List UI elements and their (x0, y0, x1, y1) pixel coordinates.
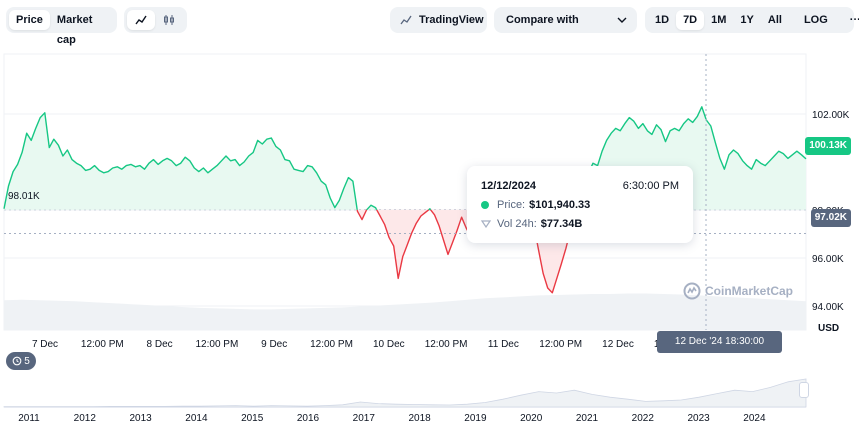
x-tick-label: 10 Dec (373, 339, 405, 350)
watermark: CoinMarketCap (683, 282, 793, 300)
range-7d[interactable]: 7D (676, 10, 705, 30)
chevron-down-icon (617, 17, 627, 23)
chart-style-toggle (124, 7, 187, 33)
navigator-drag-handle[interactable] (799, 382, 809, 398)
volume-icon (481, 220, 491, 228)
y-tick-label: 94.00K (812, 302, 844, 313)
tradingview-label: TradingView (419, 14, 484, 26)
navigator-year-label: 2018 (408, 413, 431, 424)
current-price-tag: 100.13K (805, 137, 851, 155)
tab-price[interactable]: Price (9, 10, 50, 30)
tooltip-price-row: Price: $101,940.33 (481, 199, 590, 211)
x-tick-label: 11 Dec (488, 339, 519, 350)
price-tooltip: 12/12/2024 6:30:00 PM Price: $101,940.33… (467, 166, 693, 243)
volume-area (4, 293, 806, 330)
navigator-year-label: 2019 (464, 413, 487, 424)
price-area-down (376, 209, 429, 279)
tooltip-vol-value: $77.34B (540, 218, 583, 230)
navigator-year-label: 2020 (520, 413, 543, 424)
range-all[interactable]: All (767, 14, 782, 26)
x-tick-label: 12:00 PM (81, 339, 124, 350)
tooltip-date: 12/12/2024 (481, 180, 537, 192)
chart-toolbar: Price Market cap TradingView Compare wit… (0, 0, 859, 46)
hover-time-tag: 12 Dec '24 18:30:00 (657, 331, 782, 353)
navigator-year-label: 2012 (74, 413, 97, 424)
range-1d[interactable]: 1D (655, 14, 670, 26)
price-line-down (376, 209, 430, 280)
price-line-up (579, 106, 807, 210)
price-dot-icon (481, 201, 489, 209)
navigator-year-label: 2022 (632, 413, 655, 424)
indicator-badge[interactable]: 5 (6, 352, 36, 370)
chart-type-tabs: Price Market cap (6, 7, 117, 46)
tradingview-button[interactable]: TradingView (390, 7, 487, 33)
log-toggle[interactable]: LOG (803, 14, 828, 26)
tooltip-vol-label: Vol 24h: (497, 218, 537, 230)
range-1m[interactable]: 1M (711, 14, 727, 26)
navigator-area (3, 378, 807, 408)
compare-with-select[interactable]: Compare with (494, 7, 637, 33)
price-area-up (4, 112, 358, 210)
navigator-year-label: 2013 (129, 413, 152, 424)
price-area-up (366, 205, 377, 210)
tooltip-price-value: $101,940.33 (529, 199, 591, 211)
navigator-year-label: 2014 (185, 413, 208, 424)
price-line-up (428, 208, 432, 211)
tab-market-cap[interactable]: Market cap (56, 14, 93, 46)
x-tick-label: 12:00 PM (195, 339, 238, 350)
tooltip-time: 6:30:00 PM (622, 180, 679, 192)
currency-label: USD (818, 323, 839, 334)
navigator-year-label: 2023 (687, 413, 710, 424)
more-options-button[interactable]: ··· (849, 14, 859, 26)
navigator-year-label: 2016 (297, 413, 320, 424)
coinmarketcap-logo-icon (683, 282, 701, 300)
navigator-year-label: 2017 (353, 413, 376, 424)
line-chart-icon[interactable] (127, 10, 155, 30)
tooltip-volume-row: Vol 24h: $77.34B (481, 218, 582, 230)
navigator-year-label: 2015 (241, 413, 264, 424)
x-tick-label: 12:00 PM (539, 339, 582, 350)
baseline-label: 98.01K (8, 191, 40, 202)
x-tick-label: 12:00 PM (310, 339, 353, 350)
navigator-year-label: 2024 (743, 413, 766, 424)
y-tick-label: 102.00K (812, 110, 850, 121)
hover-price-tag: 97.02K (810, 209, 851, 227)
compare-label: Compare with (506, 14, 579, 26)
range-selector: 1D 7D 1M 1Y All LOG ··· (645, 7, 859, 33)
navigator-year-label: 2011 (18, 413, 40, 424)
trend-icon (400, 15, 412, 25)
x-tick-label: 12 Dec (602, 339, 634, 350)
price-line-up (366, 204, 378, 211)
watermark-text: CoinMarketCap (705, 284, 794, 298)
tooltip-price-label: Price: (497, 199, 526, 211)
y-tick-label: 96.00K (812, 254, 844, 265)
x-tick-label: 7 Dec (32, 339, 58, 350)
x-tick-label: 9 Dec (261, 339, 287, 350)
navigator-year-label: 2021 (576, 413, 599, 424)
candlestick-icon[interactable] (155, 10, 183, 30)
price-area-down (357, 209, 367, 220)
badge-count: 5 (24, 355, 30, 367)
price-line-down (356, 209, 368, 221)
x-tick-label: 8 Dec (147, 339, 173, 350)
range-1y[interactable]: 1Y (740, 14, 754, 26)
history-icon (12, 356, 22, 366)
price-line-up (3, 112, 358, 210)
x-tick-label: 12:00 PM (425, 339, 468, 350)
